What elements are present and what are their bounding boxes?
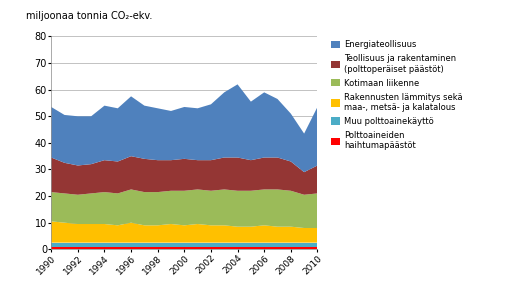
- Legend: Energiateollisuus, Teollisuus ja rakentaminen
(polttoperäiset päästöt), Kotimaan: Energiateollisuus, Teollisuus ja rakenta…: [330, 39, 464, 152]
- Text: miljoonaa tonnia CO₂-ekv.: miljoonaa tonnia CO₂-ekv.: [26, 11, 152, 21]
